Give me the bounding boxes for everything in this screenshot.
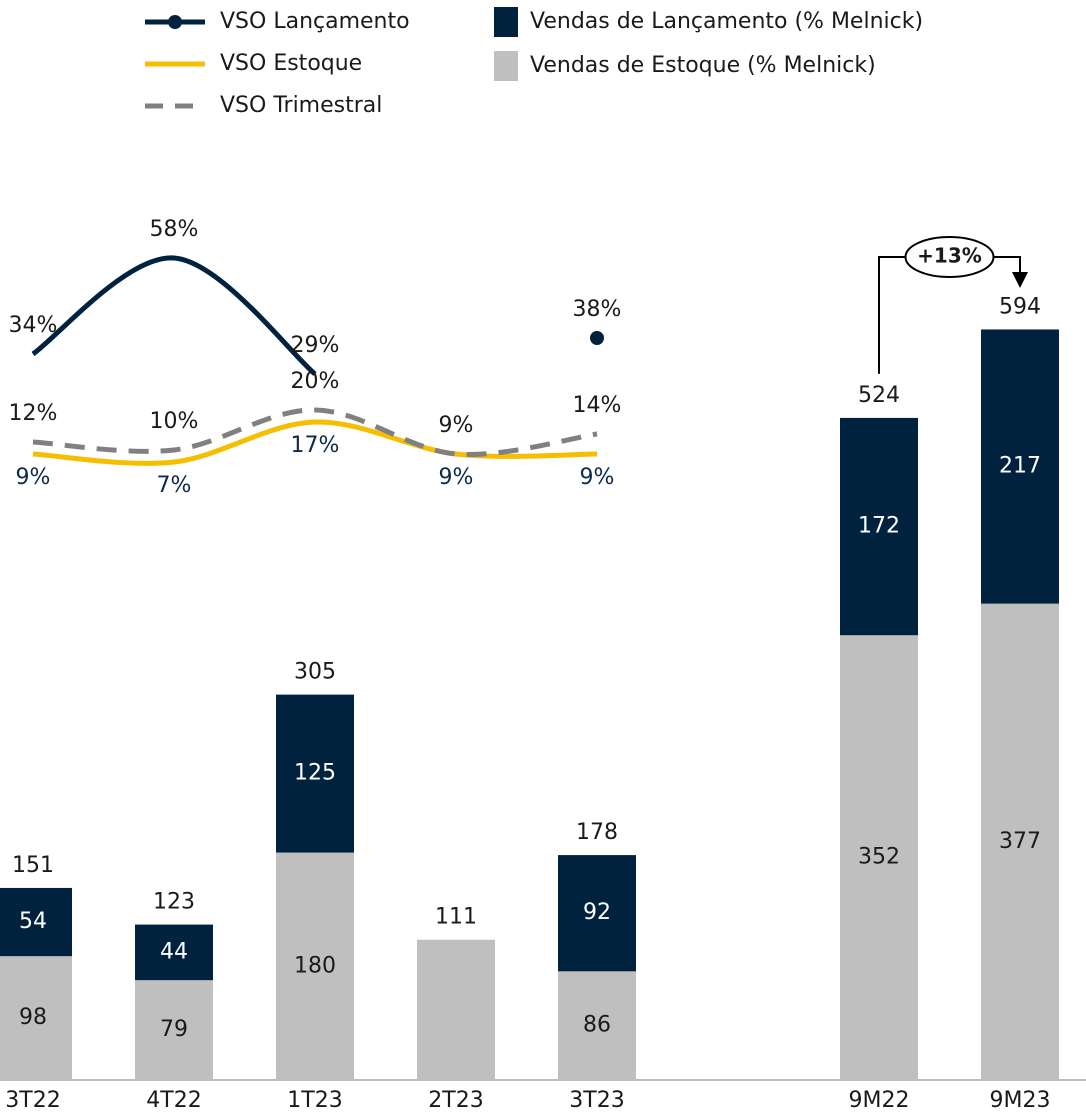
bar-value-label: 44 [160,939,188,964]
x-tick-label: 3T23 [569,1088,624,1113]
line-value-label: 20% [291,369,340,394]
bar-total-label: 178 [576,820,618,845]
bar-value-label: 377 [999,829,1041,854]
line-series [32,419,598,466]
bar-value-label: 54 [19,909,47,934]
line-value-label: 38% [573,297,622,322]
bar-value-label: 352 [858,845,900,870]
bar-total-label: 594 [999,294,1041,319]
bar-value-label: 125 [294,761,336,786]
line-series [32,407,598,458]
x-tick-label: 9M22 [849,1088,910,1113]
bar-segment [276,694,354,853]
legend-label: Vendas de Estoque (% Melnick) [530,53,876,78]
line-value-label: 9% [580,465,615,490]
bar-segment [981,603,1059,1080]
bar-segment [0,887,72,957]
bar-total-label: 151 [12,853,54,878]
bar-total-label: 123 [153,890,195,915]
line-value-label: 58% [150,217,199,242]
bar-segment [417,939,495,1080]
annotation-text: +13% [917,244,982,268]
x-tick-label: 9M23 [990,1088,1051,1113]
bar-total-label: 111 [435,905,477,930]
bar-total-label: 524 [858,383,900,408]
bar-value-label: 180 [294,953,336,978]
bar-value-label: 86 [583,1013,611,1038]
line-value-label: 9% [439,465,474,490]
x-tick-label: 3T22 [5,1088,60,1113]
line-value-label: 12% [9,401,58,426]
legend-label: VSO Trimestral [220,93,382,118]
bar-segment [981,329,1059,604]
annotation-arrowhead [1012,272,1028,288]
legend-marker [168,15,182,29]
legend-label: VSO Estoque [220,51,362,76]
x-tick-label: 2T23 [428,1088,483,1113]
line-value-label: 9% [439,413,474,438]
x-tick-label: 1T23 [287,1088,342,1113]
bar-segment [558,855,636,972]
x-tick-label: 4T22 [146,1088,201,1113]
line-value-label: 9% [16,465,51,490]
bar-segment [135,924,213,981]
bar-value-label: 98 [19,1005,47,1030]
bar-segment [558,971,636,1080]
bar-segment [276,852,354,1080]
line-value-label: 17% [291,433,340,458]
bar-segment [0,956,72,1080]
line-value-label: 29% [291,333,340,358]
line-value-label: 10% [150,409,199,434]
line-value-label: 34% [9,313,58,338]
legend-swatch [494,51,518,81]
line-value-label: 14% [573,393,622,418]
legend-label: VSO Lançamento [220,9,410,34]
line-series [31,255,317,376]
bar-value-label: 79 [160,1017,188,1042]
line-value-label: 7% [157,473,192,498]
line-point [590,331,604,345]
legend-label: Vendas de Lançamento (% Melnick) [530,9,923,34]
bar-value-label: 92 [583,900,611,925]
bar-total-label: 305 [294,660,336,685]
bar-segment [840,417,918,636]
bar-segment [840,635,918,1080]
annotation-bubble [904,236,995,278]
bar-value-label: 172 [858,514,900,539]
bar-segment [135,980,213,1080]
bar-value-label: 217 [999,454,1041,479]
legend-swatch [494,7,518,37]
